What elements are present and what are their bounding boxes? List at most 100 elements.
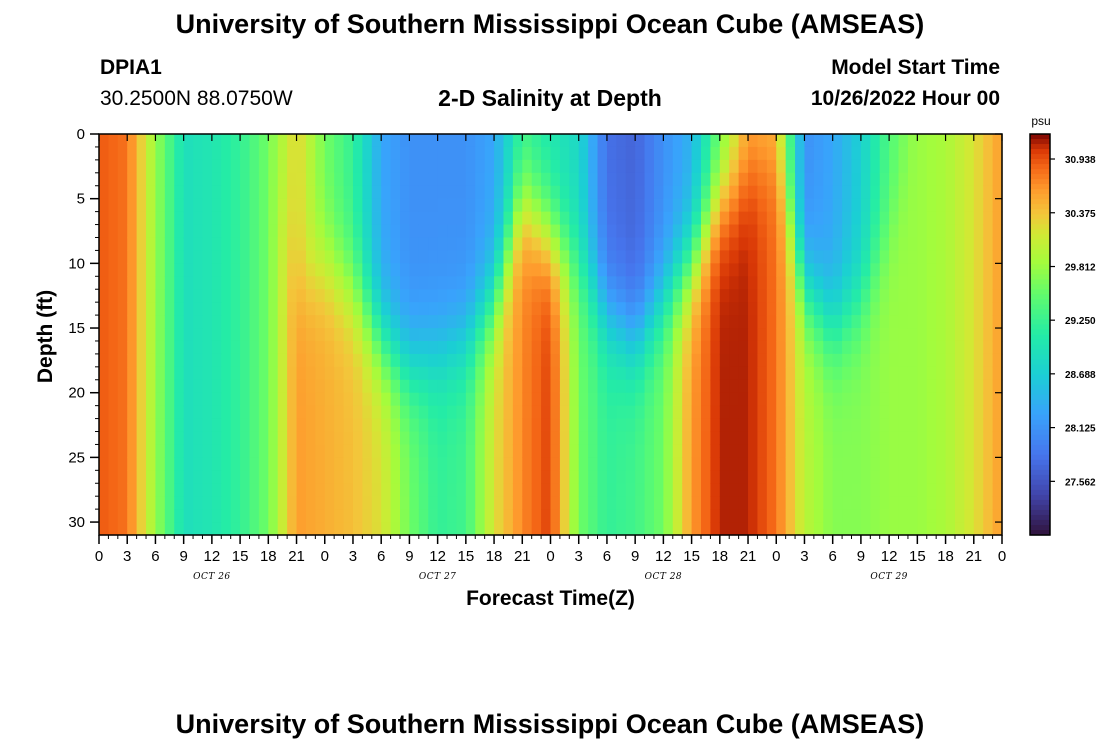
heatmap-cell bbox=[823, 289, 834, 303]
colorbar-segment bbox=[1030, 279, 1050, 285]
heatmap-cell bbox=[456, 328, 467, 342]
heatmap-cell bbox=[616, 522, 627, 536]
heatmap-cell bbox=[635, 418, 646, 433]
day-labels: OCT 26 OCT 27 OCT 28 OCT 29 bbox=[193, 572, 907, 582]
heatmap-cell bbox=[202, 250, 213, 264]
heatmap-cell bbox=[936, 302, 947, 316]
heatmap-cell bbox=[926, 263, 937, 277]
heatmap-cell bbox=[127, 470, 138, 484]
heatmap-cell bbox=[258, 185, 269, 200]
heatmap-cell bbox=[409, 134, 420, 148]
heatmap-cell bbox=[164, 522, 175, 536]
heatmap-cell bbox=[287, 159, 298, 174]
heatmap-cell bbox=[390, 444, 401, 458]
heatmap-cell bbox=[719, 470, 730, 484]
heatmap-cell bbox=[804, 159, 815, 174]
heatmap-cell bbox=[964, 444, 975, 458]
heatmap-cell bbox=[371, 250, 382, 264]
heatmap-cell bbox=[569, 159, 580, 174]
heatmap-cell bbox=[324, 224, 335, 239]
heatmap-cell bbox=[907, 431, 918, 446]
heatmap-cell bbox=[315, 483, 326, 497]
heatmap-cell bbox=[719, 134, 730, 148]
heatmap-cell bbox=[193, 509, 204, 523]
heatmap-cell bbox=[719, 263, 730, 277]
heatmap-cell bbox=[907, 496, 918, 510]
heatmap-cell bbox=[766, 237, 777, 252]
heatmap-cell bbox=[296, 418, 307, 433]
heatmap-cell bbox=[748, 509, 759, 523]
heatmap-cell bbox=[127, 328, 138, 342]
heatmap-cell bbox=[541, 146, 552, 161]
heatmap-cell bbox=[428, 405, 439, 420]
heatmap-cell bbox=[324, 418, 335, 433]
heatmap-cell bbox=[550, 431, 561, 446]
heatmap-cell bbox=[748, 224, 759, 239]
heatmap-cell bbox=[541, 457, 552, 471]
heatmap-cell bbox=[183, 496, 194, 510]
heatmap-cell bbox=[249, 509, 260, 523]
heatmap-cell bbox=[99, 185, 110, 200]
heatmap-cell bbox=[917, 146, 928, 161]
heatmap-cell bbox=[842, 302, 853, 316]
heatmap-cell bbox=[437, 276, 448, 290]
heatmap-cell bbox=[296, 250, 307, 264]
heatmap-cell bbox=[625, 444, 636, 458]
heatmap-cell bbox=[766, 470, 777, 484]
heatmap-cell bbox=[879, 418, 890, 433]
heatmap-cell bbox=[606, 379, 617, 394]
heatmap-cell bbox=[193, 405, 204, 420]
colorbar-segment bbox=[1030, 219, 1050, 225]
heatmap-cell bbox=[785, 457, 796, 471]
heatmap-cell bbox=[653, 444, 664, 458]
heatmap-cell bbox=[296, 224, 307, 239]
heatmap-cell bbox=[578, 444, 589, 458]
heatmap-cell bbox=[305, 340, 316, 355]
heatmap-cell bbox=[127, 185, 138, 200]
heatmap-cell bbox=[701, 237, 712, 252]
heatmap-cell bbox=[616, 263, 627, 277]
heatmap-cell bbox=[663, 366, 674, 381]
heatmap-cell bbox=[352, 418, 363, 433]
heatmap-cell bbox=[813, 353, 824, 368]
heatmap-cell bbox=[183, 159, 194, 174]
heatmap-cell bbox=[616, 483, 627, 497]
heatmap-cell bbox=[117, 496, 128, 510]
heatmap-cell bbox=[258, 496, 269, 510]
heatmap-cell bbox=[183, 315, 194, 329]
heatmap-cell bbox=[541, 509, 552, 523]
heatmap-cell bbox=[334, 340, 345, 355]
heatmap-cell bbox=[973, 289, 984, 303]
heatmap-cell bbox=[785, 224, 796, 239]
heatmap-cell bbox=[757, 444, 768, 458]
heatmap-cell bbox=[334, 509, 345, 523]
heatmap-cell bbox=[465, 185, 476, 200]
heatmap-cell bbox=[550, 418, 561, 433]
x-tick-label: 6 bbox=[829, 548, 837, 565]
heatmap-cell bbox=[390, 198, 401, 213]
heatmap-cell bbox=[569, 431, 580, 446]
heatmap-cell bbox=[287, 470, 298, 484]
heatmap-cell bbox=[494, 146, 505, 161]
heatmap-cell bbox=[813, 146, 824, 161]
heatmap-cell bbox=[823, 224, 834, 239]
heatmap-cell bbox=[136, 405, 147, 420]
heatmap-cell bbox=[682, 237, 693, 252]
heatmap-cell bbox=[766, 134, 777, 148]
heatmap-cell bbox=[926, 483, 937, 497]
heatmap-cell bbox=[390, 366, 401, 381]
heatmap-cell bbox=[221, 211, 232, 226]
heatmap-cell bbox=[324, 353, 335, 368]
x-tick-label: 15 bbox=[683, 548, 700, 565]
heatmap-cell bbox=[315, 470, 326, 484]
heatmap-cell bbox=[945, 418, 956, 433]
heatmap-cell bbox=[465, 522, 476, 536]
heatmap-cell bbox=[682, 457, 693, 471]
heatmap-cell bbox=[842, 470, 853, 484]
heatmap-cell bbox=[155, 392, 166, 407]
heatmap-cell bbox=[522, 444, 533, 458]
heatmap-cell bbox=[879, 496, 890, 510]
heatmap-cell bbox=[559, 457, 570, 471]
colorbar-segment bbox=[1030, 464, 1050, 471]
heatmap-cell bbox=[898, 211, 909, 226]
